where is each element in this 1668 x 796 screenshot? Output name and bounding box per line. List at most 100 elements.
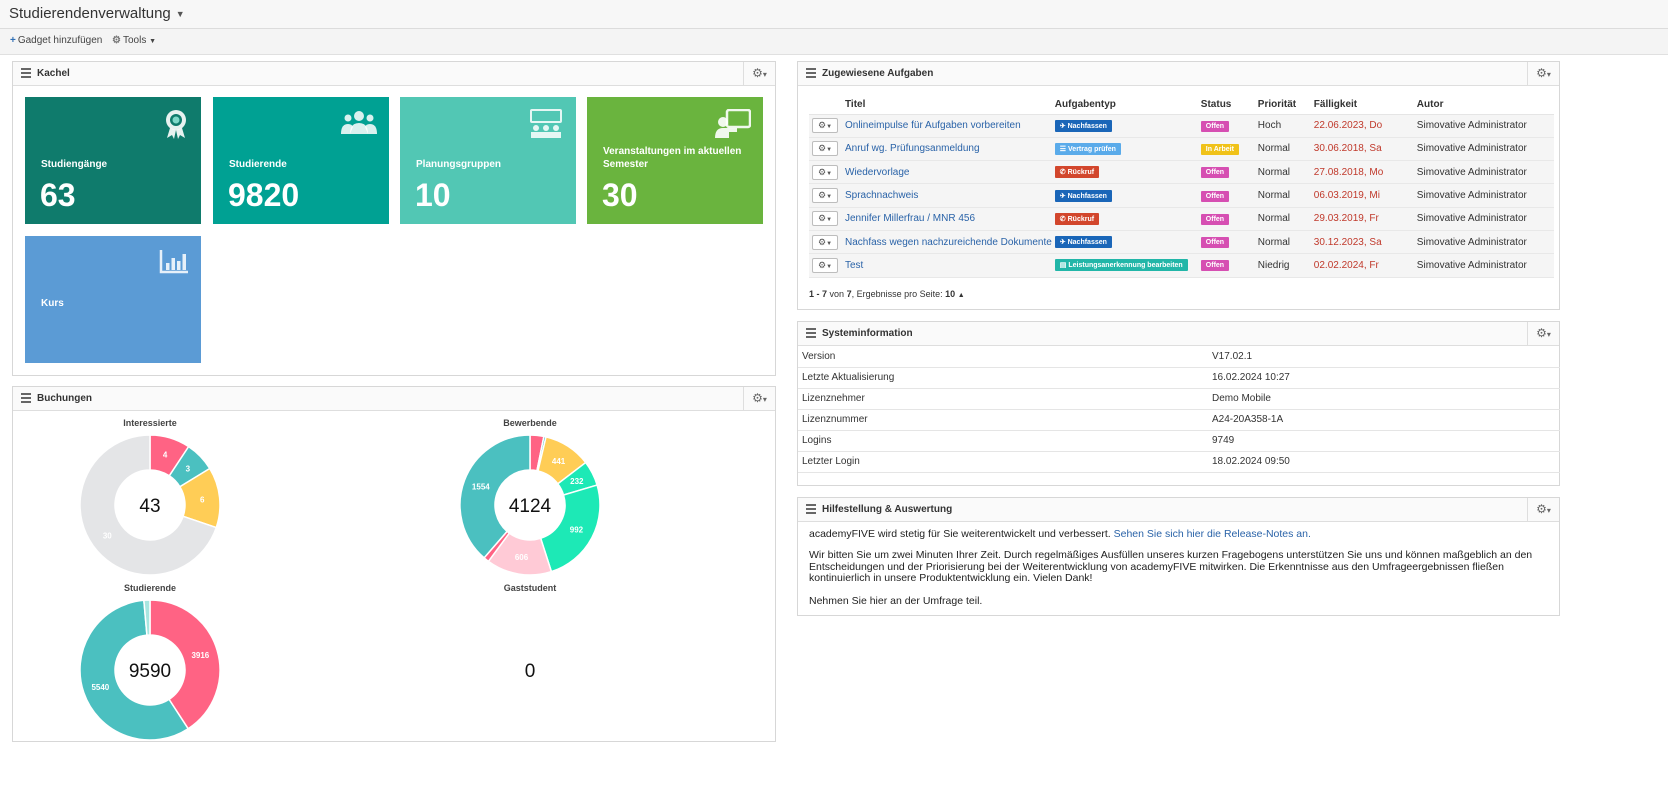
tile-value: 9820 (228, 177, 300, 213)
pager-total: 7 (846, 289, 852, 299)
task-type-cell: ✈ Nachfassen (1051, 183, 1198, 208)
chart-total: 9590 (129, 661, 171, 682)
task-title[interactable]: Nachfass wegen nachzureichende Dokumente (842, 230, 1052, 255)
task-due: 22.06.2023, Do (1310, 114, 1414, 138)
tile-5[interactable]: Kurs (25, 236, 201, 363)
col-header[interactable]: Priorität (1254, 95, 1311, 115)
donut-slice[interactable] (143, 599, 151, 636)
row-actions-button[interactable]: ⚙▼ (812, 211, 838, 227)
status-badge: Offen (1200, 237, 1230, 249)
donut-slice[interactable] (539, 484, 601, 573)
drag-handle-icon[interactable] (21, 68, 31, 80)
row-actions-button[interactable]: ⚙▼ (812, 257, 838, 273)
task-title[interactable]: Sprachnachweis (842, 183, 1052, 208)
drag-handle-icon[interactable] (21, 393, 31, 405)
per-page-value: 10 (945, 289, 956, 299)
tile-3[interactable]: Planungsgruppen 10 (400, 97, 576, 224)
status-badge: Offen (1200, 213, 1230, 225)
gadget-header: Zugewiesene Aufgaben ⚙▾ (798, 62, 1559, 86)
task-author: Simovative Administrator (1413, 114, 1554, 138)
gears-icon: ⚙ (112, 35, 121, 46)
col-actions (809, 95, 842, 115)
sysinfo-label: Lizenznehmer (798, 388, 1208, 410)
gear-icon: ⚙ (817, 190, 827, 201)
tile-label: Kurs (41, 298, 64, 309)
col-header[interactable]: Aufgabentyp (1051, 95, 1198, 115)
bar-chart-icon (159, 248, 189, 277)
gadget-settings-button[interactable]: ⚙▾ (1527, 498, 1559, 521)
chevron-down-icon: ▼ (149, 38, 157, 45)
task-author: Simovative Administrator (1413, 137, 1554, 162)
slice-label: 3916 (191, 651, 209, 660)
task-title[interactable]: Wiedervorlage (842, 160, 1052, 185)
drag-handle-icon[interactable] (806, 68, 816, 80)
task-type-cell: ☰ Vertrag prüfen (1051, 137, 1198, 162)
col-header[interactable]: Status (1197, 95, 1255, 115)
gadget-settings-button[interactable]: ⚙▾ (743, 62, 775, 85)
gadget-settings-button[interactable]: ⚙▾ (1527, 322, 1559, 345)
chevron-down-icon: ▾ (762, 395, 767, 404)
sysinfo-value: Demo Mobile (1208, 388, 1560, 410)
chart-total: 4124 (509, 496, 552, 517)
chart-title: Interessierte (123, 418, 177, 428)
gadget-title: Hilfestellung & Auswertung (822, 504, 953, 515)
row-actions-button[interactable]: ⚙▼ (812, 188, 838, 204)
gear-icon: ⚙ (817, 120, 827, 131)
chevron-down-icon: ▾ (1546, 330, 1551, 339)
tile-4[interactable]: Veranstaltungen im aktuellen Semester 30 (587, 97, 763, 224)
tile-1[interactable]: Studiengänge 63 (25, 97, 201, 224)
task-author: Simovative Administrator (1413, 160, 1554, 185)
add-gadget-button[interactable]: + Gadget hinzufügen (10, 35, 102, 46)
gadget-title: Kachel (37, 68, 70, 79)
task-title[interactable]: Jennifer Millerfrau / MNR 456 (842, 207, 1052, 231)
donut-slice[interactable] (79, 599, 190, 741)
task-title[interactable]: Onlineimpulse für Aufgaben vorbereiten (842, 114, 1052, 138)
task-due: 30.12.2023, Sa (1310, 230, 1414, 255)
sysinfo-value: 16.02.2024 10:27 (1208, 367, 1560, 389)
row-actions-button[interactable]: ⚙▼ (812, 118, 838, 134)
task-author: Simovative Administrator (1413, 230, 1554, 255)
task-type-badge: ✈ Nachfassen (1054, 189, 1112, 202)
drag-handle-icon[interactable] (806, 504, 816, 516)
app-switcher[interactable]: Studierendenverwaltung ▼ (9, 5, 185, 22)
per-page-select[interactable]: 10 ▲ (945, 289, 964, 299)
task-author: Simovative Administrator (1413, 207, 1554, 231)
tile-label: Veranstaltungen im aktuellen Semester (603, 146, 742, 170)
task-status-cell: Offen (1197, 230, 1255, 255)
task-due: 02.02.2024, Fr (1310, 253, 1414, 278)
status-badge: Offen (1200, 260, 1230, 272)
chevron-down-icon: ▼ (826, 194, 833, 201)
task-type-badge: ☰ Vertrag prüfen (1054, 142, 1121, 155)
sysinfo-row: Logins 9749 (798, 430, 1560, 452)
col-header[interactable]: Fälligkeit (1310, 95, 1414, 115)
task-type-cell: ✆ Rückruf (1051, 207, 1198, 231)
gadget-header: Buchungen ⚙▾ (13, 387, 775, 411)
col-header[interactable]: Titel (842, 95, 1052, 115)
donut-slice[interactable] (459, 434, 531, 559)
row-actions-button[interactable]: ⚙▼ (812, 164, 838, 180)
row-actions-cell: ⚙▼ (809, 253, 842, 278)
row-actions-button[interactable]: ⚙▼ (812, 141, 838, 157)
tools-button[interactable]: ⚙ Tools ▼ (112, 35, 156, 46)
donut-chart: 441 232 992 606 1554 4124 (459, 434, 601, 576)
gear-icon: ⚙ (752, 391, 763, 405)
row-actions-button[interactable]: ⚙▼ (812, 234, 838, 250)
gadget-settings-button[interactable]: ⚙▾ (743, 387, 775, 410)
task-due: 06.03.2019, Mi (1310, 183, 1414, 208)
task-title[interactable]: Anruf wg. Prüfungsanmeldung (842, 137, 1052, 162)
task-type-badge: ✆ Rückruf (1054, 166, 1100, 179)
drag-handle-icon[interactable] (806, 328, 816, 340)
gadget-tasks: Zugewiesene Aufgaben ⚙▾ Titel Aufgabentyp… (797, 61, 1560, 310)
table-row: ⚙▼ Sprachnachweis ✈ Nachfassen Offen Normal 0… (809, 183, 1554, 208)
release-notes-link[interactable]: Sehen Sie sich hier die Release-Notes an… (1113, 528, 1311, 540)
col-header[interactable]: Autor (1413, 95, 1554, 115)
task-title[interactable]: Test (842, 253, 1052, 278)
tile-2[interactable]: Studierende 9820 (213, 97, 389, 224)
donut-slice[interactable] (149, 599, 221, 730)
sysinfo-label: Logins (798, 430, 1208, 452)
status-badge: Offen (1200, 190, 1230, 202)
donut-slice[interactable] (79, 434, 218, 576)
gear-icon: ⚙ (817, 143, 827, 154)
gadget-settings-button[interactable]: ⚙▾ (1527, 62, 1559, 85)
survey-link[interactable]: Nehmen Sie hier an der Umfrage teil. (809, 595, 983, 607)
